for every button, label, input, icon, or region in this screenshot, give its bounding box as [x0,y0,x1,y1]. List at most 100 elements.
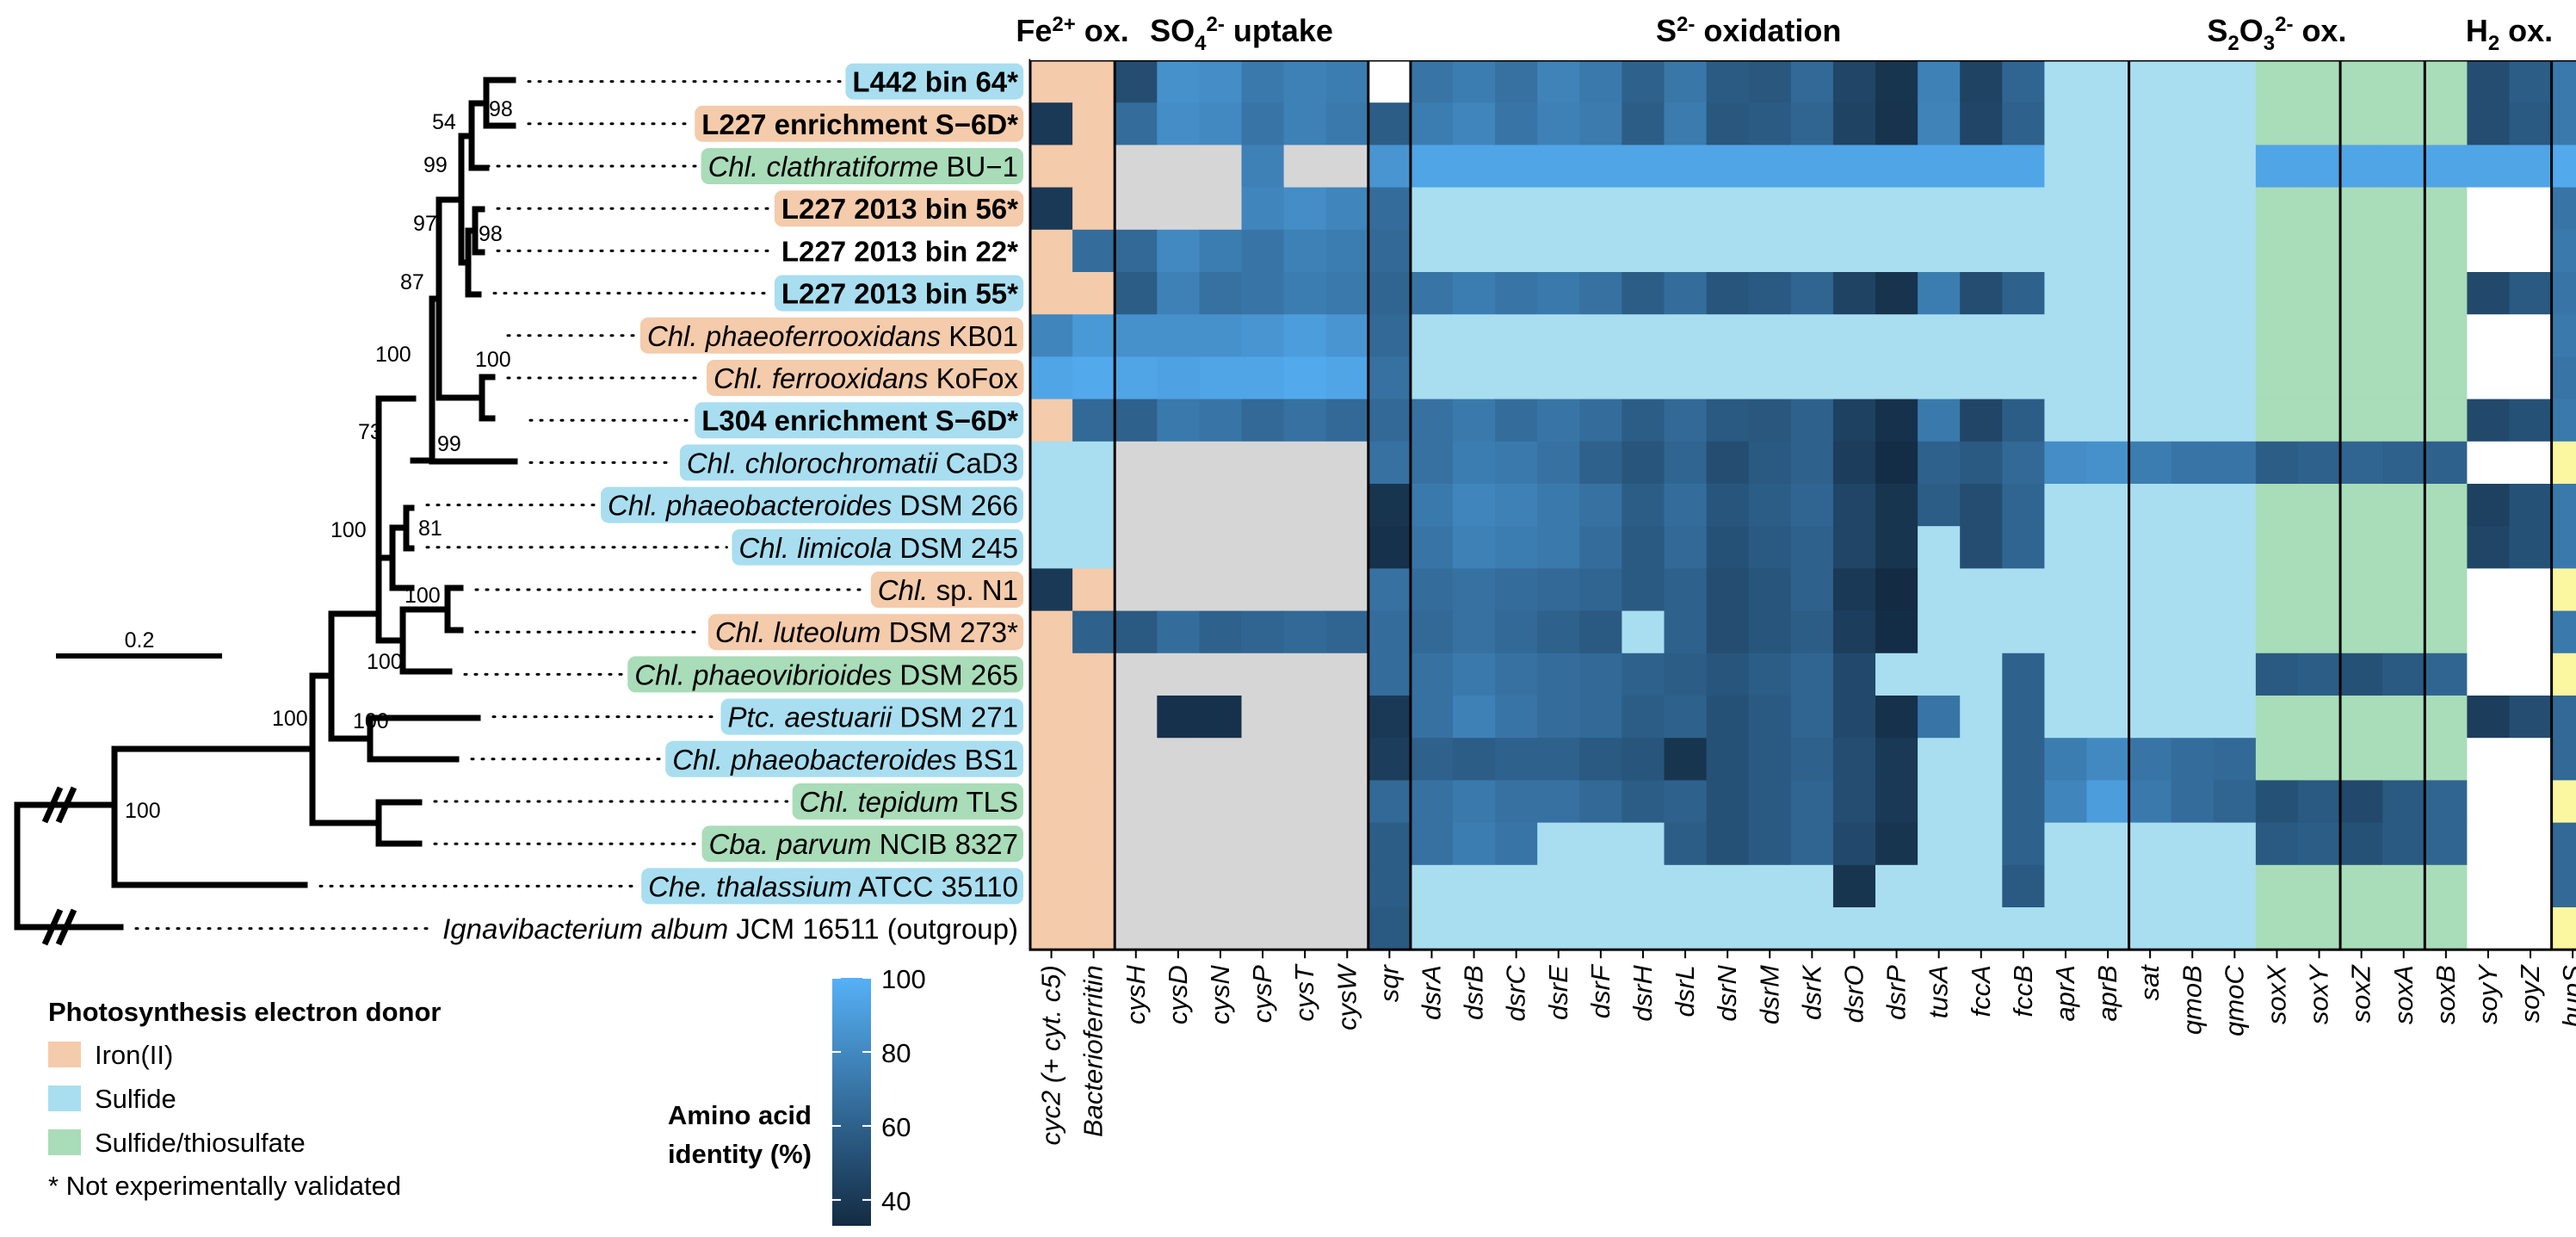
heatmap-cell [1072,568,1115,612]
heatmap-cell [1622,272,1665,315]
taxon-species-name: Chl. tepidum [800,786,959,818]
heatmap-cell [2002,272,2045,315]
heatmap-cell [1325,484,1369,527]
heatmap-cell [1410,314,1454,357]
heatmap-cell [1368,526,1412,569]
heatmap-cell [1790,780,1834,824]
heatmap-cell [1664,102,1708,145]
taxon-species-name: Chl. phaeoferrooxidans [647,320,941,352]
legend-label-sulfide: Sulfide [95,1084,176,1114]
heatmap-cell [1748,102,1792,145]
heatmap-cell [2171,484,2215,527]
taxon-label: Chl. luteolum DSM 273* [715,616,1018,648]
heatmap-cell [2382,102,2425,145]
taxon-strain-name: TLS [959,786,1018,818]
heatmap-cell [2425,610,2468,654]
heatmap-cell [1283,864,1327,908]
gene-label: qmoB [2177,965,2207,1035]
heatmap-cell [2467,696,2511,739]
heatmap-cell [1875,229,1918,273]
heatmap-cell [1960,314,2003,357]
heatmap-cell [2002,102,2045,145]
heatmap-cell [1030,102,1073,145]
heatmap-cell [1368,145,1412,189]
heatmap-cell [1495,864,1538,908]
heatmap-cell [2340,780,2383,824]
heatmap-cell [2382,145,2425,189]
taxon-donor-highlight [665,740,1023,777]
heatmap-cell [1157,526,1200,569]
heatmap-cell [1368,314,1412,357]
heatmap-cell [1115,356,1158,400]
heatmap-cell [1072,526,1115,569]
taxon-leaf: Chl. luteolum DSM 273* [474,614,1024,651]
heatmap-cell [1241,907,1285,950]
heatmap-cell [1283,441,1327,485]
group-header-h2: H2 ox. [2466,13,2553,55]
heatmap-cell [1579,60,1622,103]
heatmap-cell [1706,780,1750,824]
heatmap-cell [1072,696,1115,739]
legend-swatch-thiosulfate [48,1129,81,1155]
heatmap-cell [2002,441,2045,485]
heatmap-cell [2298,356,2341,400]
heatmap-cell [1030,399,1073,442]
heatmap-cell [1832,610,1876,654]
heatmap-cell [2298,102,2341,145]
heatmap-cell [1157,229,1200,273]
heatmap-cell [1115,780,1158,824]
heatmap-cell [1748,738,1792,781]
taxon-strain-name: NCIB 8327 [871,828,1018,860]
heatmap-cell [2002,356,2045,400]
heatmap-cell [1537,229,1580,273]
heatmap-cell [1875,145,1918,189]
heatmap-cell [2128,314,2172,357]
heatmap-cell [2213,864,2257,908]
heatmap-cell [1368,229,1412,273]
heatmap-cell [2086,780,2130,824]
taxon-donor-highlight [639,317,1023,354]
heatmap-cell [1748,441,1792,485]
heatmap-cell [2171,907,2215,950]
heatmap-cell [2425,822,2468,866]
heatmap-cell [2298,229,2341,273]
heatmap-cell [1790,145,1834,189]
colorbar-tick-label: 60 [881,1112,911,1142]
heatmap-cell [1706,610,1750,654]
heatmap-cell [2086,145,2130,189]
heatmap-cell [1832,441,1876,485]
heatmap-cell [2002,399,2045,442]
heatmap-cell [2298,441,2341,485]
heatmap-cell [2171,526,2215,569]
heatmap-cell [1283,356,1327,400]
heatmap-cell [1283,696,1327,739]
heatmap-cell [1241,780,1285,824]
heatmap-cell [1157,187,1200,231]
gene-label: soxB [2431,965,2461,1024]
heatmap-cell [1495,145,1538,189]
taxon-donor-highlight [701,826,1023,863]
heatmap-cell [1241,314,1285,357]
taxon-label: Chl. chlorochromatii CaD3 [687,447,1018,479]
heatmap-cell [1241,484,1285,527]
heatmap-cell [1832,780,1876,824]
taxon-label: Ignavibacterium album JCM 16511 (outgrou… [442,913,1018,945]
heatmap-cell [1410,653,1454,696]
taxon-species-name: Cba. parvum [708,828,871,860]
gene-label: dsrC [1501,965,1531,1022]
heatmap-cell [1748,314,1792,357]
heatmap-cell [2255,356,2299,400]
heatmap-cell [2044,484,2088,527]
heatmap-cell [1410,738,1454,781]
heatmap-cell [1706,187,1750,231]
heatmap-cell [2509,60,2553,103]
heatmap-cell [1622,526,1665,569]
heatmap-cell [1199,102,1243,145]
heatmap-cell [2425,60,2468,103]
heatmap-cell [1579,314,1622,357]
heatmap-cell [2213,780,2257,824]
taxon-strain-name: KB01 [941,320,1018,352]
heatmap-cell [1368,60,1412,103]
heatmap-cell [1790,526,1834,569]
heatmap-cell [1748,864,1792,908]
